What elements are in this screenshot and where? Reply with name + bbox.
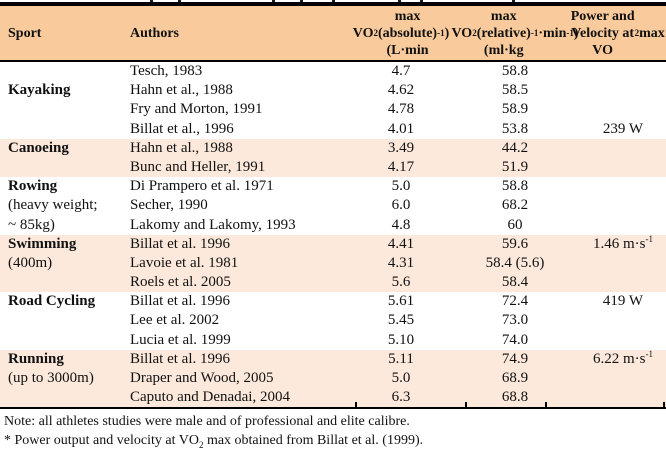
author-cell: Tesch, 1983 — [130, 63, 203, 79]
vo2-absolute-cell: 4.01 — [387, 120, 415, 137]
vo2-absolute-cell: 5.11 — [388, 350, 414, 367]
author-cell: Di Prampero et al. 1971 — [130, 178, 274, 195]
vo2-relative-cell: 60 — [507, 216, 523, 233]
power-velocity-cell — [580, 158, 666, 177]
table-body: Kayaking Tesch, 1983 4.7 58.8 Hahn et al., 1… — [0, 62, 666, 408]
vo2-absolute-cell: 6.3 — [391, 389, 411, 406]
author-cell: Billat et al. 1996 — [130, 293, 230, 310]
vo2-absolute-cell: 4.7 — [391, 63, 411, 79]
table-bottom-rule — [0, 402, 666, 410]
vo2-absolute-cell: 5.0 — [391, 370, 411, 386]
vo2-absolute-cell: 4.17 — [387, 158, 415, 175]
header-vo2-absolute: VO 2 max (absolute) (L·min -1) — [352, 8, 450, 58]
vo2-absolute-cell: 5.6 — [391, 274, 411, 291]
sport-cell: Running (up to 3000m) — [8, 350, 94, 387]
author-cell: Billat et al. 1996 — [130, 235, 230, 252]
author-cell: Billat et al., 1996 — [130, 120, 234, 137]
vo2-absolute-cell: 5.0 — [391, 178, 411, 195]
header-authors: Authors — [130, 25, 180, 41]
table-header: Sport Authors VO 2 max (absolute) (L·min -1)… — [0, 6, 666, 60]
author-cell: Hahn et al., 1988 — [130, 139, 233, 156]
vo2-relative-cell: 51.9 — [501, 158, 529, 175]
author-cell: Bunc and Heller, 1991 — [130, 158, 266, 175]
cutoff-caption-remnant — [0, 0, 666, 2]
vo2-absolute-cell: 3.49 — [387, 139, 415, 156]
power-velocity-cell — [580, 254, 666, 273]
vo2-absolute-cell: 4.41 — [387, 235, 415, 252]
vo2-relative-cell: 74.0 — [501, 331, 529, 348]
power-velocity-cell — [580, 81, 666, 100]
vo2-relative-cell: 58.8 — [501, 178, 529, 195]
table-footnote: * Power output and velocity at VO2 max o… — [4, 433, 424, 451]
power-velocity-cell — [580, 62, 666, 81]
vo2-relative-cell: 68.2 — [501, 197, 529, 214]
vo2-absolute-cell: 6.0 — [391, 197, 411, 214]
vo2-relative-cell: 58.4 (5.6) — [485, 254, 545, 271]
vo2-relative-cell: 68.8 — [501, 389, 529, 406]
header-vo2-relative: VO 2 max (relative) (ml·kg -1 ·min -1) — [451, 8, 579, 58]
power-velocity-cell — [580, 331, 666, 350]
sport-group: Swimming (400m) Billat et al. 1996 4.41 59.6… — [0, 233, 666, 293]
power-velocity-cell — [580, 196, 666, 215]
vo2-absolute-cell: 5.61 — [387, 293, 415, 310]
power-velocity-cell — [580, 388, 666, 407]
author-cell: Caputo and Denadai, 2004 — [130, 389, 290, 406]
power-velocity-cell — [580, 216, 666, 235]
vo2-absolute-cell: 5.10 — [387, 331, 415, 348]
table-note: Note: all athletes studies were male and… — [4, 414, 410, 430]
sport-group: Canoeing Hahn et al., 1988 3.49 44.2 Bunc an… — [0, 138, 666, 178]
sport-cell: Road Cycling — [8, 293, 96, 310]
vo2-absolute-cell: 5.45 — [387, 312, 415, 329]
author-cell: Fry and Morton, 1991 — [130, 101, 263, 118]
power-velocity-cell: 239 W — [602, 120, 644, 137]
vo2-relative-cell: 53.8 — [501, 120, 529, 137]
sport-group: Running (up to 3000m) Billat et al. 1996 5.… — [0, 348, 666, 408]
vo2-relative-cell: 58.9 — [501, 101, 529, 118]
vo2-absolute-cell: 4.78 — [387, 101, 415, 118]
vo2-relative-cell: 58.8 — [501, 63, 529, 79]
power-velocity-cell — [580, 273, 666, 292]
power-velocity-cell — [580, 369, 666, 388]
author-cell: Lee et al. 2002 — [130, 312, 220, 329]
vo2-relative-cell: 58.4 — [501, 274, 529, 291]
author-cell: Draper and Wood, 2005 — [130, 370, 274, 386]
author-cell: Billat et al. 1996 — [130, 350, 230, 367]
author-cell: Lucia et al. 1999 — [130, 331, 231, 348]
sport-cell: Swimming (400m) — [8, 235, 77, 271]
power-velocity-cell — [580, 311, 666, 330]
sport-group: Kayaking Tesch, 1983 4.7 58.8 Hahn et al., 1… — [0, 62, 666, 139]
table-notes: Note: all athletes studies were male and… — [0, 409, 666, 451]
author-cell: Hahn et al., 1988 — [130, 82, 233, 99]
sport-cell: Kayaking — [8, 82, 71, 99]
power-velocity-cell — [580, 177, 666, 196]
vo2-relative-cell: 73.0 — [501, 312, 529, 329]
vo2-relative-cell: 74.9 — [501, 350, 529, 367]
sport-group: Rowing (heavy weight; ~ 85kg) Di Prampero e… — [0, 177, 666, 235]
author-cell: Lakomy and Lakomy, 1993 — [130, 216, 296, 233]
sport-group: Road Cycling Billat et al. 1996 5.61 72.4 41… — [0, 292, 666, 350]
sport-cell: Rowing (heavy weight; ~ 85kg) — [8, 178, 98, 233]
author-cell: Secher, 1990 — [130, 197, 208, 214]
vo2-relative-cell: 58.5 — [501, 82, 529, 99]
power-velocity-cell: 1.46 m·s-1 — [593, 233, 653, 252]
sport-cell: Canoeing — [8, 139, 69, 156]
header-sport: Sport — [8, 25, 42, 41]
vo2-relative-cell: 68.9 — [501, 370, 529, 386]
power-velocity-cell: 6.22 m·s-1 — [593, 348, 653, 367]
vo2-relative-cell: 59.6 — [501, 235, 529, 252]
vo2-relative-cell: 72.4 — [501, 293, 529, 310]
header-separator-rule — [0, 60, 666, 62]
vo2-absolute-cell: 4.62 — [387, 82, 415, 99]
power-velocity-cell: 419 W — [602, 293, 644, 310]
vo2-absolute-cell: 4.8 — [391, 216, 411, 233]
author-cell: Roels et al. 2005 — [130, 274, 231, 291]
vo2-absolute-cell: 4.31 — [387, 254, 415, 271]
power-velocity-cell — [580, 100, 666, 119]
author-cell: Lavoie et al. 1981 — [130, 254, 239, 271]
vo2-relative-cell: 44.2 — [501, 139, 529, 156]
power-velocity-cell — [580, 139, 666, 158]
